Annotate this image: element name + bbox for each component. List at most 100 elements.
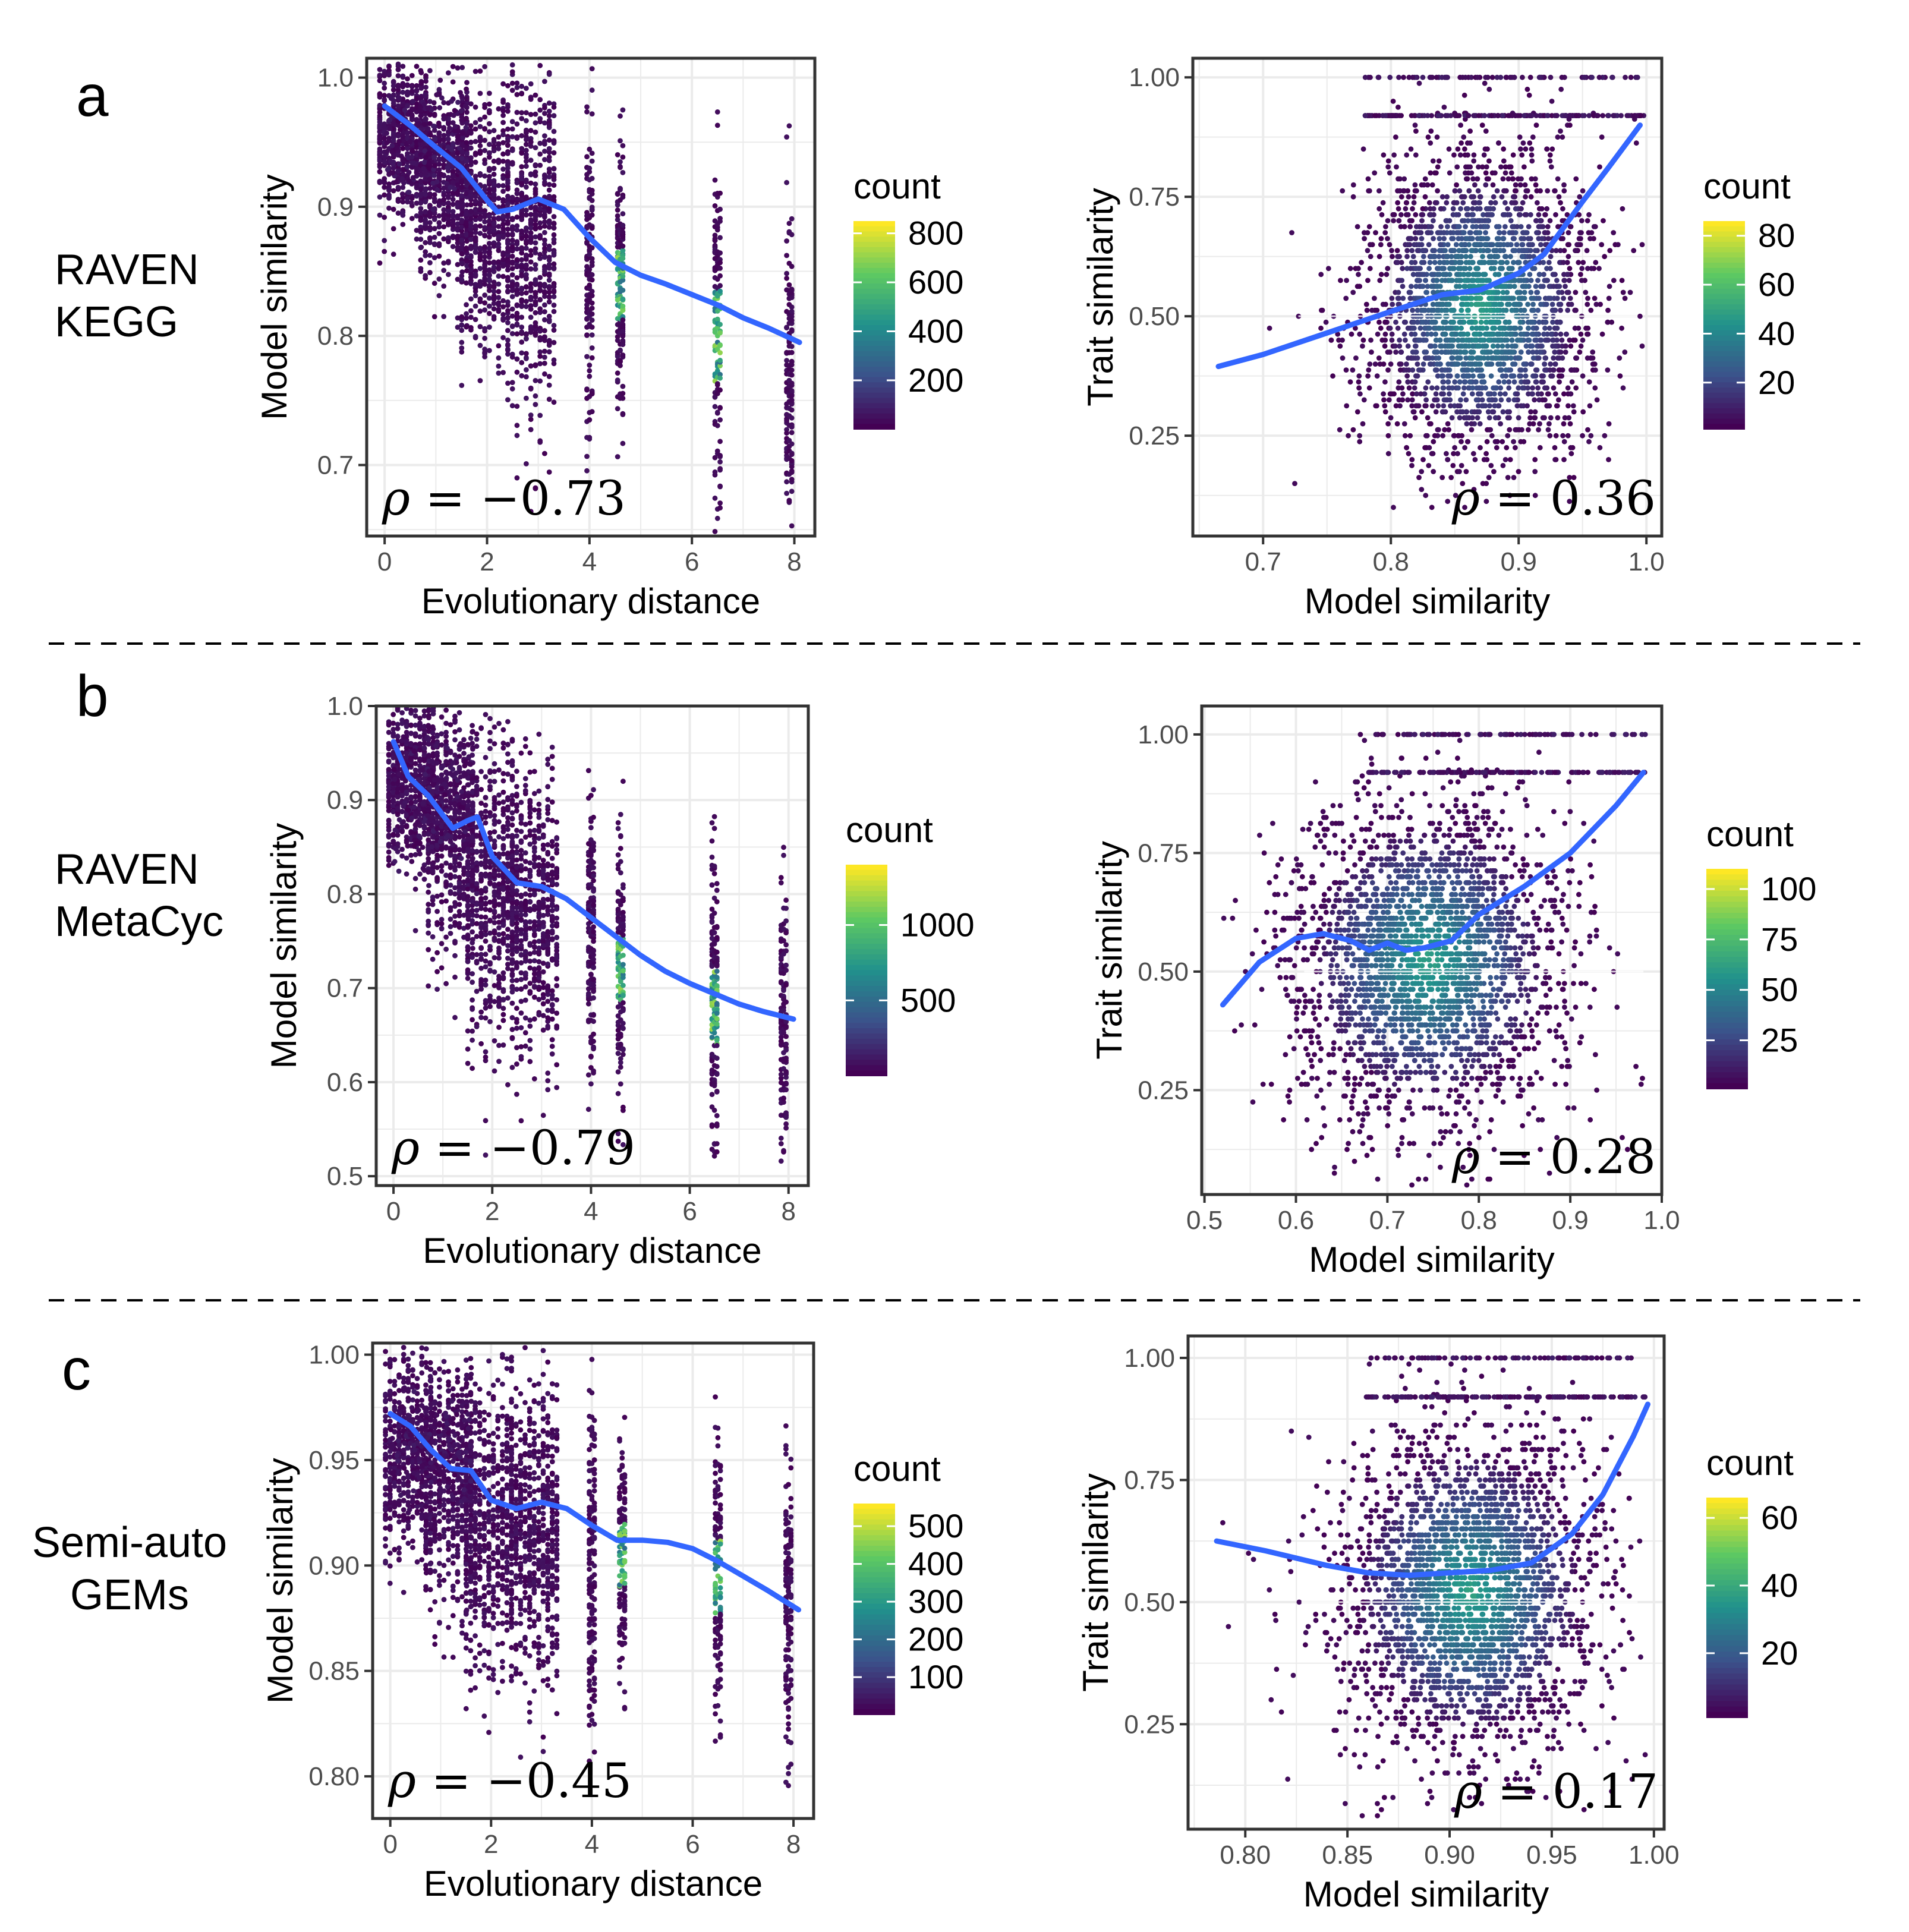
hexbin-cell [468, 123, 474, 129]
hexbin-cell [1354, 224, 1360, 229]
hexbin-cell [1429, 182, 1435, 188]
hexbin-cell [439, 95, 445, 101]
hexbin-cell [1433, 409, 1439, 415]
hexbin-cell [462, 103, 468, 109]
hexbin-cell [1558, 128, 1563, 134]
hexbin-cell [505, 308, 511, 314]
hexbin-cell [446, 193, 451, 199]
hexbin-cell [587, 417, 593, 423]
hexbin-cell [434, 187, 440, 193]
hexbin-cell [533, 320, 538, 326]
hexbin-cell [1549, 146, 1555, 152]
y-axis-title: Model similarity [254, 174, 294, 420]
hexbin-cell [441, 224, 447, 229]
hexbin-cell [423, 199, 429, 205]
hexbin-cell [1536, 427, 1542, 433]
hexbin-cell [1372, 361, 1378, 367]
hexbin-cell [445, 136, 451, 142]
hexbin-cell [427, 239, 433, 245]
hexbin-cell [509, 306, 515, 312]
hexbin-cell [789, 430, 795, 436]
legend-colorbar-segment [853, 221, 895, 227]
hexbin-cell [496, 159, 502, 165]
hexbin-cell [1498, 164, 1504, 170]
hexbin-cell [491, 259, 497, 265]
hexbin-cell [717, 260, 723, 266]
hexbin-cell [546, 271, 552, 277]
y-tick-label: 0.8 [317, 322, 354, 351]
hexbin-cell [1502, 457, 1508, 462]
hexbin-cell [514, 239, 520, 245]
hexbin-cell [519, 304, 525, 309]
hexbin-cell [784, 358, 789, 363]
hexbin-cell [537, 251, 543, 257]
hexbin-cell [482, 114, 487, 120]
hexbin-cell [1518, 349, 1524, 355]
hexbin-cell [400, 210, 406, 215]
hexbin-cell [537, 233, 543, 239]
hexbin-cell [589, 311, 595, 317]
hexbin-cell [1456, 433, 1462, 439]
hexbin-cell [505, 83, 511, 89]
hexbin-cell [509, 237, 515, 243]
hexbin-cell [1639, 343, 1645, 349]
hexbin-cell [496, 141, 502, 147]
hexbin-cell [382, 184, 388, 190]
hexbin-cell [1450, 463, 1456, 468]
hexbin-cell [542, 269, 547, 275]
hexbin-cell [382, 97, 388, 103]
hexbin-cell [1343, 367, 1349, 373]
hexbin-cell [1423, 397, 1429, 403]
hexbin-cell [1401, 319, 1407, 325]
hexbin-cell [717, 466, 723, 471]
hexbin-cell [618, 363, 623, 368]
hexbin-cell [500, 263, 506, 269]
hexbin-cell [533, 145, 538, 150]
hexbin-cell [1620, 385, 1626, 391]
hexbin-cell [542, 219, 547, 225]
hexbin-cell [1471, 158, 1477, 164]
hexbin-cell [1374, 403, 1379, 409]
hexbin-cell [382, 192, 388, 198]
hexbin-cell [414, 64, 420, 70]
row-b-method-line1: RAVEN [55, 846, 199, 893]
hexbin-cell [496, 295, 502, 301]
hexbin-cell [542, 157, 547, 162]
hexbin-cell [418, 80, 424, 86]
hexbin-cell [1545, 188, 1551, 194]
hexbin-cell [477, 143, 483, 149]
hexbin-cell [409, 88, 415, 94]
hexbin-cell [1387, 242, 1393, 247]
hexbin-cell [528, 314, 534, 320]
hexbin-cell [1390, 99, 1396, 104]
hexbin-cell [551, 214, 557, 219]
hexbin-cell [1546, 325, 1552, 331]
hexbin-cell [533, 92, 538, 98]
hexbin-cell [500, 370, 506, 376]
hexbin-cell [519, 192, 525, 198]
hexbin-cell [441, 125, 447, 131]
hexbin-cell [384, 130, 389, 136]
legend-colorbar-segment [853, 408, 895, 414]
hexbin-cell [1441, 105, 1447, 110]
hexbin-cell [423, 191, 429, 197]
hexbin-cell [1560, 134, 1565, 140]
hexbin-cell [500, 188, 506, 194]
hexbin-cell [387, 125, 393, 131]
hexbin-cell [1505, 343, 1510, 349]
hexbin-cell [1422, 349, 1428, 355]
hexbin-cell [542, 133, 547, 139]
hexbin-cell [1455, 146, 1461, 152]
hexbin-cell [1585, 427, 1590, 433]
hexbin-cell [514, 404, 520, 409]
hexbin-cell [405, 76, 410, 82]
hexbin-cell [496, 182, 502, 188]
hexbin-cell [431, 314, 437, 320]
hexbin-cell [1391, 218, 1397, 223]
hexbin-cell [472, 198, 478, 204]
hexbin-cell [408, 200, 414, 206]
hexbin-cell [468, 262, 474, 268]
hexbin-cell [528, 225, 534, 231]
hexbin-cell [1520, 385, 1526, 391]
hexbin-cell [491, 171, 497, 177]
